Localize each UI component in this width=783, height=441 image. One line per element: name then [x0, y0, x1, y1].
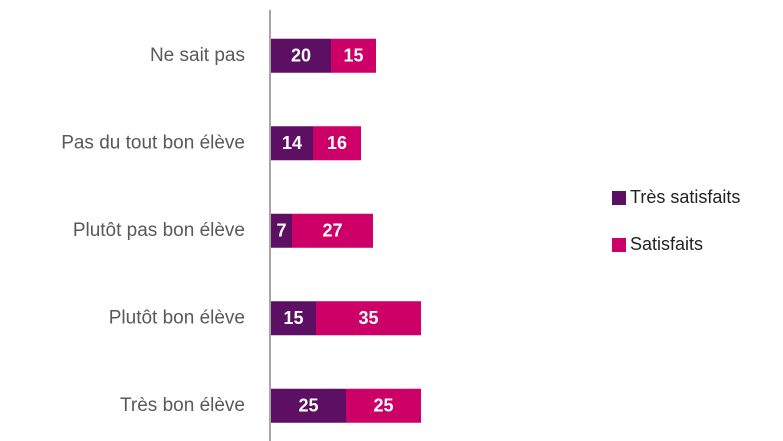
value-label: 14 — [282, 133, 302, 153]
value-label: 27 — [322, 221, 342, 241]
bar-segment — [271, 213, 292, 248]
value-label: 15 — [283, 308, 303, 328]
value-label: 35 — [358, 308, 378, 328]
value-label: 20 — [291, 46, 311, 66]
bar-segment — [346, 388, 421, 423]
value-label: 15 — [343, 46, 363, 66]
value-label: 16 — [327, 133, 347, 153]
category-label: Ne sait pas — [150, 45, 245, 66]
legend-swatch — [612, 191, 626, 205]
bar-segment — [292, 213, 373, 248]
bar-segment — [271, 301, 316, 336]
bar-segment — [331, 38, 376, 73]
category-label: Plutôt pas bon élève — [73, 220, 245, 241]
bar-segment — [271, 388, 346, 423]
value-label: 7 — [276, 221, 286, 241]
legend-swatch — [612, 238, 626, 252]
category-label: Plutôt bon élève — [109, 307, 245, 328]
category-label: Pas du tout bon élève — [61, 132, 245, 153]
bar-segment — [316, 301, 421, 336]
value-label: 25 — [373, 396, 393, 416]
legend-label: Satisfaits — [630, 234, 703, 254]
bar-segment — [313, 126, 361, 161]
bar-segment — [271, 126, 313, 161]
category-label: Très bon élève — [120, 395, 245, 416]
legend-label: Très satisfaits — [630, 187, 740, 207]
bar-segment — [271, 38, 331, 73]
value-label: 25 — [298, 396, 318, 416]
